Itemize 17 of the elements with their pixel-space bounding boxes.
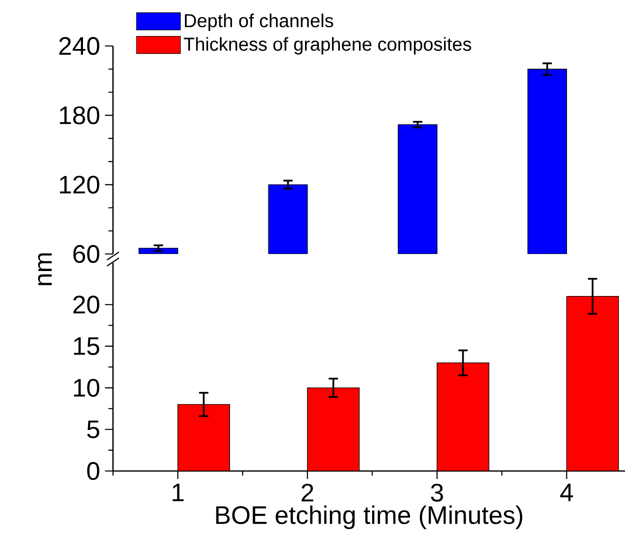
x-tick-label: 1 — [172, 484, 184, 502]
y-tick-label: 180 — [60, 106, 100, 124]
x-axis-title: BOE etching time (Minutes) — [216, 505, 522, 530]
y-tick-label: 15 — [74, 337, 100, 356]
y-tick-label: 0 — [87, 462, 100, 480]
x-tick-label: 2 — [302, 484, 314, 502]
y-tick-label: 120 — [60, 176, 100, 194]
y-tick-label: 240 — [59, 37, 100, 55]
y-tick-label: 20 — [73, 296, 100, 314]
y-tick-label: 10 — [74, 378, 100, 397]
y-tick-label: 60 — [73, 245, 100, 263]
y-tick-label: 5 — [87, 420, 100, 438]
y-axis-title: nm — [38, 253, 52, 286]
legend-label: Depth of channels — [184, 14, 334, 31]
x-tick-label: 4 — [560, 484, 573, 502]
x-tick-label: 3 — [430, 484, 443, 502]
legend-label: Thickness of graphene composites — [184, 37, 472, 55]
